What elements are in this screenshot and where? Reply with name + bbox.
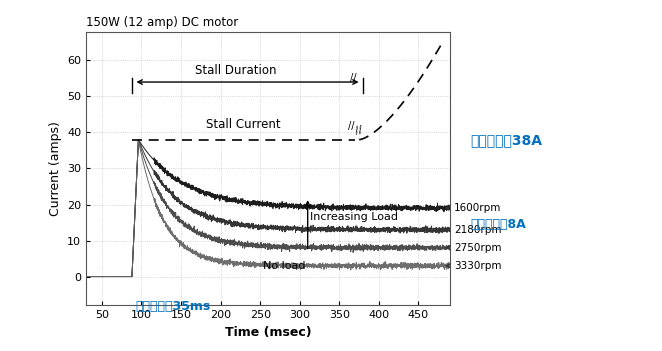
Text: Stall Duration: Stall Duration [195,64,277,77]
Text: No load: No load [263,261,305,271]
Y-axis label: Current (amps): Current (amps) [48,121,62,216]
Text: 稳态电流：8A: 稳态电流：8A [470,218,526,231]
Text: //: // [348,121,354,131]
Text: 1600rpm: 1600rpm [446,203,502,213]
Text: //: // [354,125,363,136]
X-axis label: Time (msec): Time (msec) [225,326,311,339]
Text: //: // [350,73,357,83]
Text: Stall Current: Stall Current [207,118,281,131]
Text: 冲击电流：38A: 冲击电流：38A [470,133,542,147]
Text: 冲击时间：35ms: 冲击时间：35ms [135,300,211,313]
Text: Increasing Load: Increasing Load [310,212,398,222]
Text: 3330rpm: 3330rpm [446,261,502,271]
Text: 2180rpm: 2180rpm [446,225,502,235]
Text: 150W (12 amp) DC motor: 150W (12 amp) DC motor [86,16,238,29]
Text: 2750rpm: 2750rpm [446,243,502,253]
